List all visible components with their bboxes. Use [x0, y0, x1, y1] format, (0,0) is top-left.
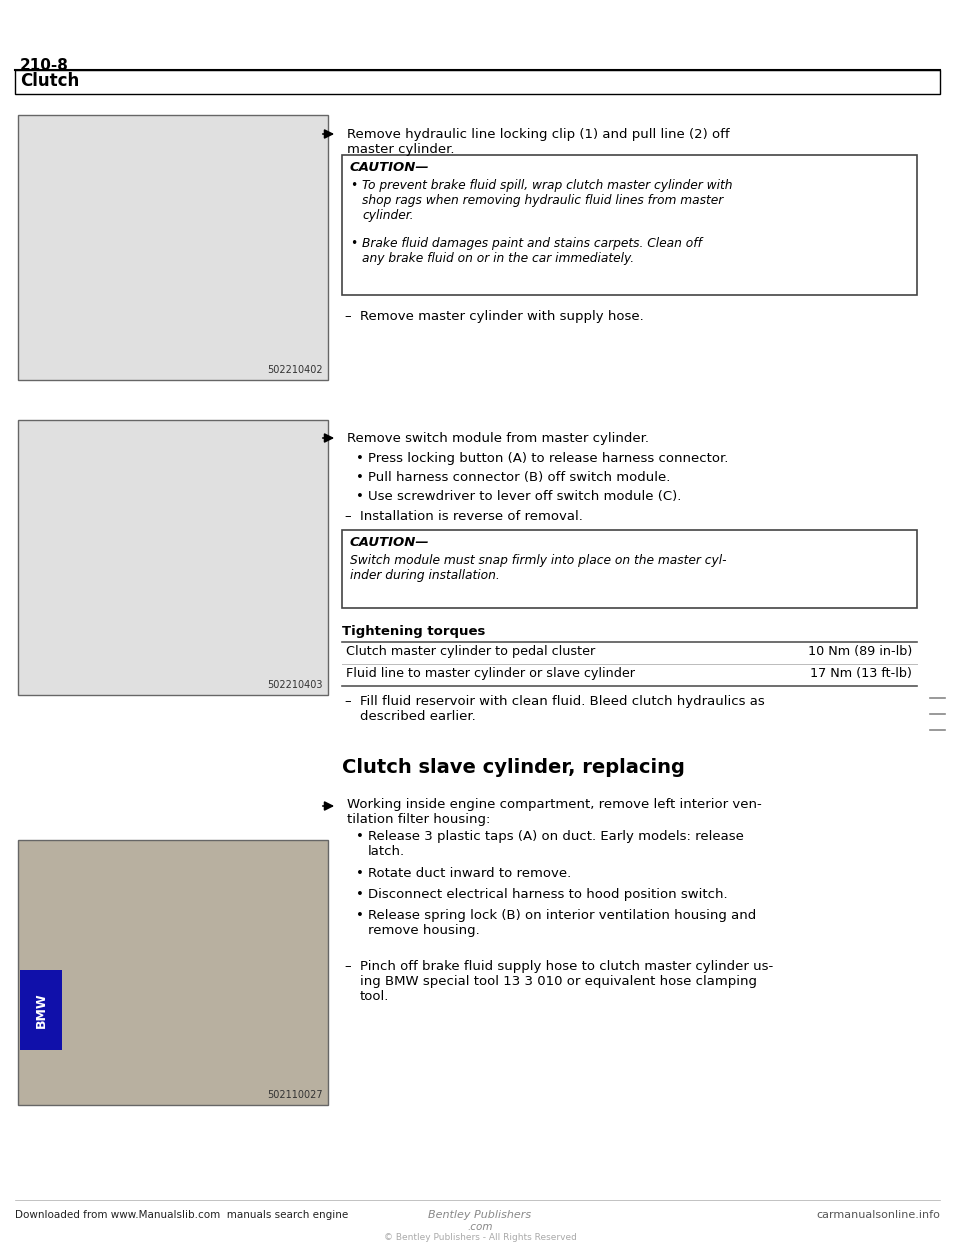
Text: Press locking button (A) to release harness connector.: Press locking button (A) to release harn…: [368, 452, 729, 465]
Text: Release 3 plastic taps (A) on duct. Early models: release
latch.: Release 3 plastic taps (A) on duct. Earl…: [368, 830, 744, 858]
Bar: [342, 530, 917, 609]
Text: Brake fluid damages paint and stains carpets. Clean off
any brake fluid on or in: Brake fluid damages paint and stains car…: [362, 237, 702, 265]
Text: Clutch slave cylinder, replacing: Clutch slave cylinder, replacing: [342, 758, 684, 777]
Text: master cylinder.: master cylinder.: [347, 143, 454, 156]
Text: CAUTION—: CAUTION—: [350, 161, 430, 174]
Text: © Bentley Publishers - All Rights Reserved: © Bentley Publishers - All Rights Reserv…: [384, 1233, 576, 1242]
Text: Disconnect electrical harness to hood position switch.: Disconnect electrical harness to hood po…: [368, 888, 728, 900]
Text: •: •: [350, 179, 357, 193]
Text: CAUTION—: CAUTION—: [350, 537, 430, 549]
Text: Pull harness connector (B) off switch module.: Pull harness connector (B) off switch mo…: [368, 471, 670, 484]
Text: •: •: [356, 909, 364, 922]
Text: Installation is reverse of removal.: Installation is reverse of removal.: [360, 510, 583, 523]
Text: •: •: [356, 830, 364, 843]
Text: –: –: [344, 696, 350, 708]
Text: Tightening torques: Tightening torques: [342, 625, 486, 638]
Text: To prevent brake fluid spill, wrap clutch master cylinder with
shop rags when re: To prevent brake fluid spill, wrap clutc…: [362, 179, 732, 222]
Text: .com: .com: [468, 1222, 492, 1232]
Text: Working inside engine compartment, remove left interior ven-
tilation filter hou: Working inside engine compartment, remov…: [347, 799, 761, 826]
Text: •: •: [350, 237, 357, 250]
Text: 502110027: 502110027: [268, 1090, 323, 1100]
Text: •: •: [356, 452, 364, 465]
Text: –: –: [344, 960, 350, 972]
Bar: [18, 420, 328, 696]
Bar: [20, 970, 62, 1049]
Text: •: •: [356, 888, 364, 900]
Text: –: –: [344, 510, 350, 523]
Bar: [18, 116, 328, 380]
Text: Downloaded from www.Manualslib.com  manuals search engine: Downloaded from www.Manualslib.com manua…: [15, 1210, 348, 1220]
Text: Release spring lock (B) on interior ventilation housing and
remove housing.: Release spring lock (B) on interior vent…: [368, 909, 756, 936]
Bar: [342, 155, 917, 296]
Text: carmanualsonline.info: carmanualsonline.info: [816, 1210, 940, 1220]
Text: •: •: [356, 491, 364, 503]
Text: 10 Nm (89 in-lb): 10 Nm (89 in-lb): [807, 645, 912, 658]
Bar: [15, 70, 940, 94]
Text: 17 Nm (13 ft-lb): 17 Nm (13 ft-lb): [810, 667, 912, 681]
Text: 502210403: 502210403: [268, 681, 323, 691]
Text: –: –: [344, 310, 350, 323]
Text: 210-8: 210-8: [20, 58, 69, 73]
Text: Bentley Publishers: Bentley Publishers: [428, 1210, 532, 1220]
Text: Clutch master cylinder to pedal cluster: Clutch master cylinder to pedal cluster: [346, 645, 595, 658]
Text: •: •: [356, 867, 364, 881]
Text: Remove hydraulic line locking clip (1) and pull line (2) off: Remove hydraulic line locking clip (1) a…: [347, 128, 730, 142]
Text: Clutch: Clutch: [20, 72, 80, 89]
Text: Pinch off brake fluid supply hose to clutch master cylinder us-
ing BMW special : Pinch off brake fluid supply hose to clu…: [360, 960, 773, 1004]
Text: Remove switch module from master cylinder.: Remove switch module from master cylinde…: [347, 432, 649, 445]
Text: Fill fluid reservoir with clean fluid. Bleed clutch hydraulics as
described earl: Fill fluid reservoir with clean fluid. B…: [360, 696, 765, 723]
Bar: [18, 840, 328, 1105]
Text: Switch module must snap firmly into place on the master cyl-
inder during instal: Switch module must snap firmly into plac…: [350, 554, 727, 582]
Text: •: •: [356, 471, 364, 484]
Text: Fluid line to master cylinder or slave cylinder: Fluid line to master cylinder or slave c…: [346, 667, 635, 681]
Text: Rotate duct inward to remove.: Rotate duct inward to remove.: [368, 867, 571, 881]
Text: Remove master cylinder with supply hose.: Remove master cylinder with supply hose.: [360, 310, 644, 323]
Text: BMW: BMW: [35, 992, 47, 1028]
Text: 502210402: 502210402: [268, 365, 323, 375]
Text: Use screwdriver to lever off switch module (C).: Use screwdriver to lever off switch modu…: [368, 491, 682, 503]
